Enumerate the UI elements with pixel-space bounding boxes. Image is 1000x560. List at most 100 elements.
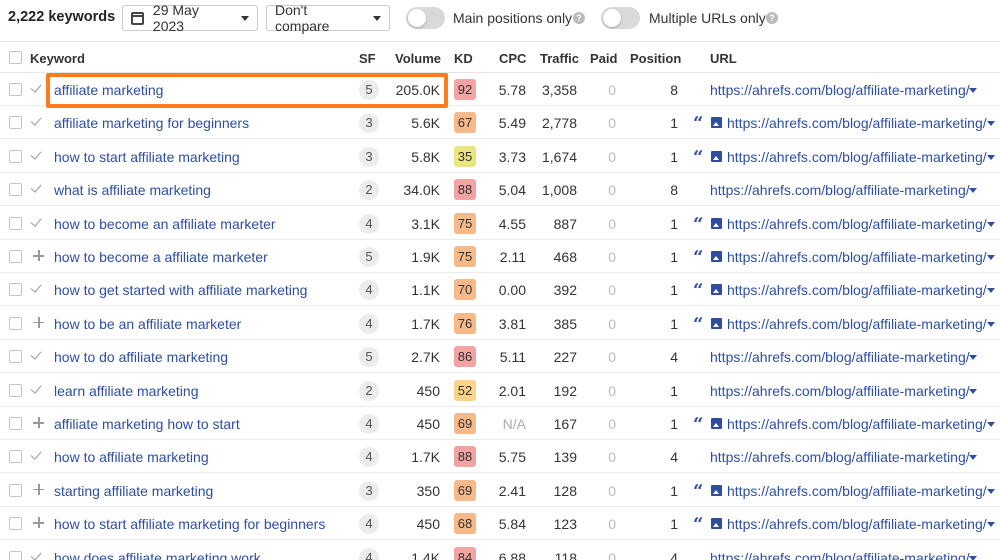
row-checkbox[interactable] (9, 83, 22, 96)
serp-features-badge[interactable]: 4 (359, 414, 379, 434)
image-icon[interactable] (711, 484, 722, 496)
image-icon[interactable] (711, 518, 722, 530)
chevron-down-icon[interactable] (987, 121, 995, 127)
row-checkbox[interactable] (9, 116, 22, 130)
row-checkbox[interactable] (9, 250, 22, 263)
row-checkbox[interactable] (9, 183, 22, 197)
quote-icon[interactable]: “ (693, 280, 704, 302)
chevron-down-icon[interactable] (969, 188, 977, 194)
image-icon[interactable] (711, 317, 722, 329)
checkmark-icon[interactable] (31, 179, 47, 197)
url-link[interactable]: https://ahrefs.com/blog/affiliate-market… (727, 115, 987, 132)
keyword-link[interactable]: how to get started with affiliate market… (54, 282, 308, 299)
serp-features-badge[interactable]: 4 (359, 313, 379, 334)
url-link[interactable]: https://ahrefs.com/blog/affiliate-market… (727, 282, 987, 299)
keyword-link[interactable]: how to become an affiliate marketer (54, 215, 276, 232)
url-link[interactable]: https://ahrefs.com/blog/affiliate-market… (710, 549, 970, 560)
checkmark-icon[interactable] (31, 112, 47, 130)
quote-icon[interactable]: “ (693, 414, 704, 435)
keyword-link[interactable]: what is affiliate marketing (54, 182, 211, 199)
checkmark-icon[interactable] (31, 213, 47, 231)
row-checkbox[interactable] (9, 517, 22, 531)
keyword-link[interactable]: affiliate marketing how to start (54, 416, 240, 432)
serp-features-badge[interactable]: 4 (359, 280, 379, 301)
chevron-down-icon[interactable] (987, 221, 995, 227)
plus-icon[interactable] (31, 513, 47, 531)
help-icon[interactable]: ? (766, 12, 778, 24)
chevron-down-icon[interactable] (969, 388, 977, 394)
keyword-link[interactable]: how to be an affiliate marketer (54, 315, 242, 332)
column-sf[interactable]: SF (359, 51, 376, 66)
row-checkbox[interactable] (9, 149, 22, 163)
url-link[interactable]: https://ahrefs.com/blog/affiliate-market… (710, 349, 970, 366)
row-checkbox[interactable] (9, 316, 22, 330)
checkmark-icon[interactable] (31, 446, 47, 464)
plus-icon[interactable] (31, 246, 47, 264)
column-traffic[interactable]: Traffic (540, 51, 580, 66)
chevron-down-icon[interactable] (987, 321, 995, 327)
column-keyword[interactable]: Keyword (30, 51, 85, 66)
keyword-link[interactable]: learn affiliate marketing (54, 382, 199, 399)
image-icon[interactable] (711, 217, 722, 229)
select-all-checkbox[interactable] (9, 51, 22, 64)
plus-icon[interactable] (31, 413, 47, 431)
url-link[interactable]: https://ahrefs.com/blog/affiliate-market… (727, 148, 987, 165)
url-link[interactable]: https://ahrefs.com/blog/affiliate-market… (710, 382, 970, 399)
multiple-urls-toggle[interactable] (601, 7, 640, 29)
keyword-link[interactable]: how to start affiliate marketing (54, 148, 240, 165)
quote-icon[interactable]: “ (693, 113, 704, 135)
chevron-down-icon[interactable] (987, 255, 995, 260)
image-icon[interactable] (711, 418, 722, 429)
url-link[interactable]: https://ahrefs.com/blog/affiliate-market… (710, 449, 970, 466)
image-icon[interactable] (711, 251, 722, 262)
quote-icon[interactable]: “ (693, 313, 704, 335)
row-checkbox[interactable] (9, 450, 22, 464)
compare-dropdown[interactable]: Don't compare (266, 2, 390, 34)
chevron-down-icon[interactable] (987, 522, 995, 528)
serp-features-badge[interactable]: 4 (359, 213, 379, 234)
serp-features-badge[interactable]: 5 (359, 347, 379, 368)
checkmark-icon[interactable] (31, 547, 47, 560)
quote-icon[interactable]: “ (693, 514, 704, 536)
quote-icon[interactable]: “ (693, 480, 704, 502)
url-link[interactable]: https://ahrefs.com/blog/affiliate-market… (727, 215, 987, 232)
chevron-down-icon[interactable] (969, 88, 977, 93)
row-checkbox[interactable] (9, 417, 22, 430)
column-kd[interactable]: KD (454, 51, 473, 66)
chevron-down-icon[interactable] (969, 555, 977, 560)
help-icon[interactable]: ? (573, 12, 585, 24)
column-url[interactable]: URL (710, 51, 737, 66)
checkmark-icon[interactable] (31, 146, 47, 164)
column-paid[interactable]: Paid (590, 51, 618, 66)
serp-features-badge[interactable]: 3 (359, 146, 379, 167)
row-checkbox[interactable] (9, 216, 22, 230)
row-checkbox[interactable] (9, 350, 22, 364)
quote-icon[interactable]: “ (693, 247, 704, 268)
keyword-link[interactable]: how does affiliate marketing work (54, 549, 261, 560)
plus-icon[interactable] (31, 313, 47, 331)
row-checkbox[interactable] (9, 383, 22, 397)
serp-features-badge[interactable]: 3 (359, 480, 379, 501)
serp-features-badge[interactable]: 5 (359, 80, 379, 100)
date-picker-button[interactable]: 29 May 2023 (122, 2, 258, 34)
row-checkbox[interactable] (9, 550, 22, 560)
quote-icon[interactable]: “ (693, 146, 704, 168)
keyword-link[interactable]: how to start affiliate marketing for beg… (54, 516, 326, 533)
column-volume[interactable]: Volume (395, 51, 441, 66)
column-position[interactable]: Position (630, 51, 682, 66)
keyword-link[interactable]: how to do affiliate marketing (54, 349, 229, 366)
serp-features-badge[interactable]: 4 (359, 447, 379, 468)
checkmark-icon[interactable] (31, 79, 47, 97)
keyword-link[interactable]: how to become a affiliate marketer (54, 249, 268, 265)
checkmark-icon[interactable] (31, 346, 47, 364)
keyword-link[interactable]: how to affiliate marketing (54, 449, 209, 466)
chevron-down-icon[interactable] (987, 154, 995, 160)
image-icon[interactable] (711, 117, 722, 129)
quote-icon[interactable]: “ (693, 213, 704, 235)
keyword-link[interactable]: affiliate marketing (54, 82, 164, 98)
chevron-down-icon[interactable] (987, 288, 995, 294)
serp-features-badge[interactable]: 3 (359, 113, 379, 134)
serp-features-badge[interactable]: 4 (359, 514, 379, 535)
serp-features-badge[interactable]: 2 (359, 380, 379, 401)
url-link[interactable]: https://ahrefs.com/blog/affiliate-market… (727, 416, 987, 432)
